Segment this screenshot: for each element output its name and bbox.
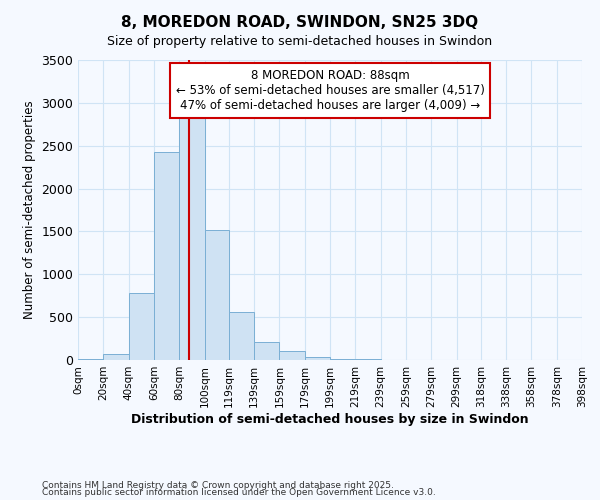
Bar — [78, 359, 103, 360]
Bar — [229, 312, 254, 360]
Bar — [103, 354, 128, 360]
Bar — [154, 152, 179, 360]
Text: Contains public sector information licensed under the Open Government Licence v3: Contains public sector information licen… — [42, 488, 436, 497]
Bar — [305, 356, 330, 360]
Y-axis label: Number of semi-detached properties: Number of semi-detached properties — [23, 100, 36, 320]
Text: Size of property relative to semi-detached houses in Swindon: Size of property relative to semi-detach… — [107, 35, 493, 48]
Bar — [254, 342, 280, 360]
Bar — [179, 114, 205, 360]
X-axis label: Distribution of semi-detached houses by size in Swindon: Distribution of semi-detached houses by … — [131, 412, 529, 426]
Text: Contains HM Land Registry data © Crown copyright and database right 2025.: Contains HM Land Registry data © Crown c… — [42, 480, 394, 490]
Bar — [280, 352, 305, 360]
Text: 8 MOREDON ROAD: 88sqm
← 53% of semi-detached houses are smaller (4,517)
47% of s: 8 MOREDON ROAD: 88sqm ← 53% of semi-deta… — [176, 69, 484, 112]
Bar — [205, 230, 229, 360]
Bar — [330, 358, 355, 360]
Text: 8, MOREDON ROAD, SWINDON, SN25 3DQ: 8, MOREDON ROAD, SWINDON, SN25 3DQ — [121, 15, 479, 30]
Bar — [128, 293, 154, 360]
